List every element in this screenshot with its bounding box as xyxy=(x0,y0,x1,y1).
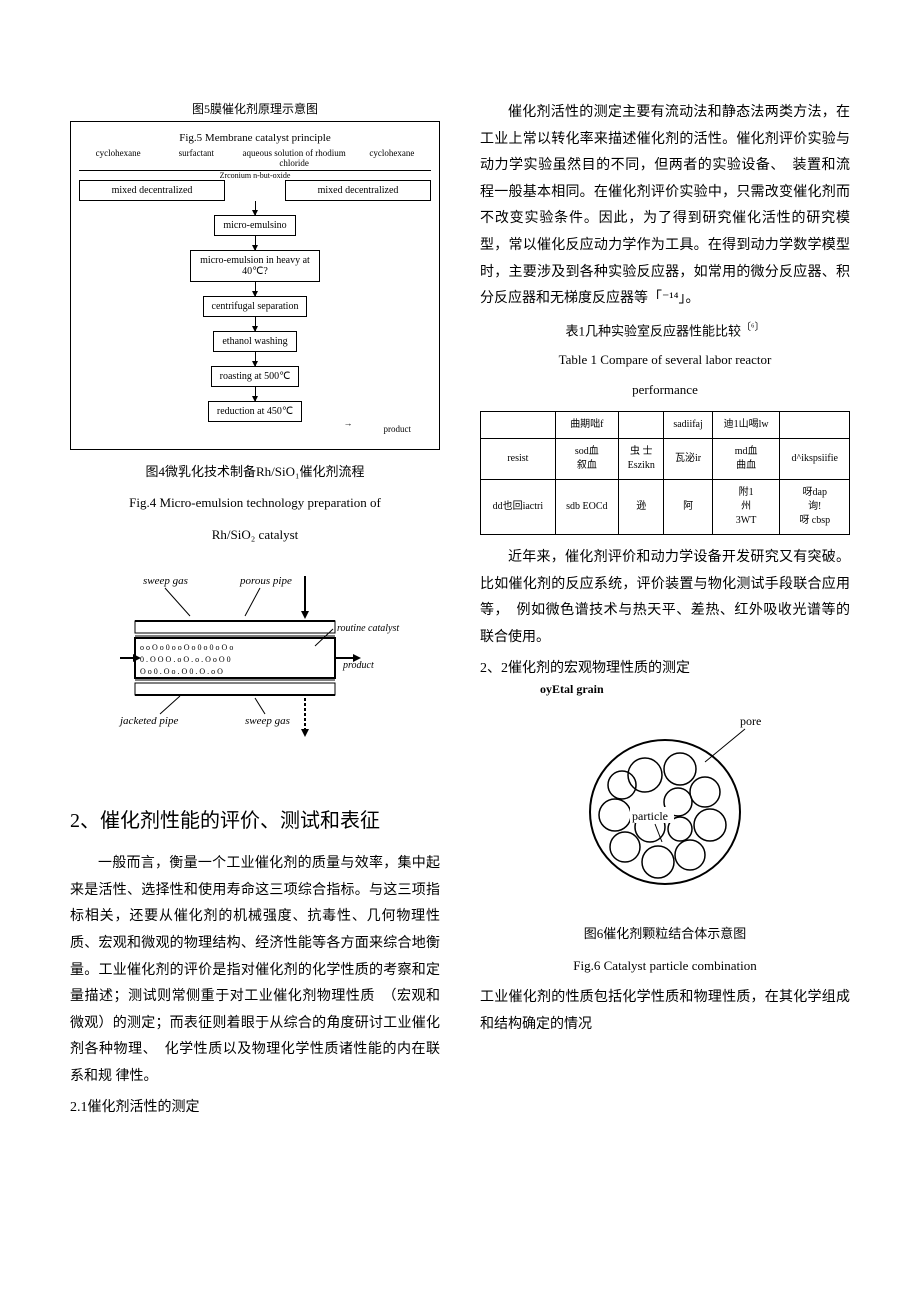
svg-label: particle xyxy=(632,809,668,823)
flow-node: reduction at 450℃ xyxy=(208,401,302,422)
flow-label: surfactant xyxy=(157,148,235,171)
flow-product-label: product xyxy=(384,424,412,434)
grain-diagram: pore particle xyxy=(480,707,850,912)
table1-ref: 〔⁶〕 xyxy=(741,322,765,333)
table-cell: 瓦泌ir xyxy=(664,439,712,480)
body-paragraph: 近年来，催化剂评价和动力学设备开发研究又有突破。比如催化剂的反应系统，评价装置与… xyxy=(480,545,850,651)
arrow-down-icon xyxy=(255,282,256,296)
flow-node: mixed decentralized xyxy=(285,180,431,201)
arrow-down-icon xyxy=(255,352,256,366)
table-cell: 附1 州 3WT xyxy=(712,480,780,535)
table-cell: 逊 xyxy=(619,480,664,535)
arrow-down-icon xyxy=(255,201,256,215)
table1-caption-en2: performance xyxy=(480,378,850,401)
svg-label: sweep gas xyxy=(143,575,188,587)
svg-label: pore xyxy=(740,714,761,728)
fig4-caption-en: Fig.4 Micro-emulsion technology preparat… xyxy=(70,491,440,514)
table-row: resist sod血 叙血 虫 士 Eszikn 瓦泌ir md血 曲血 d^… xyxy=(481,439,850,480)
flow-top-labels: cyclohexane surfactant aqueous solution … xyxy=(79,148,431,171)
table-cell: md血 曲血 xyxy=(712,439,780,480)
flow-center-column: micro-emulsino micro-emulsion in heavy a… xyxy=(79,201,431,434)
left-column: 图5膜催化剂原理示意图 Fig.5 Membrane catalyst prin… xyxy=(70,100,440,1121)
table-header: 迪1山喝lw xyxy=(712,412,780,439)
table1-caption-cn-text: 表1几种实验室反应器性能比较 xyxy=(565,323,741,338)
grain-label: oyEtal grain xyxy=(540,682,850,697)
table-header xyxy=(619,412,664,439)
flow-node: micro-emulsino xyxy=(214,215,295,236)
flow-node: centrifugal separation xyxy=(203,296,308,317)
section-heading: 2、催化剂性能的评价、测试和表征 xyxy=(70,801,440,841)
svg-label: porous pipe xyxy=(239,575,292,587)
catalyst-dots: o o O o 0 o o O o 0 o 0 o O o 0 . O O O … xyxy=(140,643,233,676)
flow-node: roasting at 500℃ xyxy=(211,366,300,387)
flow-node: mixed decentralized xyxy=(79,180,225,201)
fig6-caption-en: Fig.6 Catalyst particle combination xyxy=(480,954,850,977)
table-header-row: 曲期咄f sadiifaj 迪1山喝lw xyxy=(481,412,850,439)
grain-svg-icon: pore particle xyxy=(550,707,780,907)
flow-row: mixed decentralized mixed decentralized xyxy=(79,180,431,201)
table-cell: sod血 叙血 xyxy=(555,439,618,480)
svg-text:o o O o 0 o o O o 0 o 0 o O o: o o O o 0 o o O o 0 o 0 o O o xyxy=(140,643,233,652)
table-row: dd也回iactri sdb EOCd 逊 阿 附1 州 3WT 呀dap 询!… xyxy=(481,480,850,535)
flow-label: cyclohexane xyxy=(79,148,157,171)
svg-label: jacketed pipe xyxy=(118,715,178,727)
arrow-down-icon xyxy=(255,317,256,331)
table1-caption-cn: 表1几种实验室反应器性能比较〔⁶〕 xyxy=(480,319,850,343)
svg-text:0 . O O O . o O . o . O o O 0: 0 . O O O . o O . o . O o O 0 xyxy=(140,655,231,664)
table-cell: sdb EOCd xyxy=(555,480,618,535)
flow-label: cyclohexane xyxy=(353,148,431,171)
page-columns: 图5膜催化剂原理示意图 Fig.5 Membrane catalyst prin… xyxy=(70,100,850,1121)
membrane-svg-icon: sweep gas porous pipe routine catalyst o… xyxy=(105,566,405,746)
table1-caption-en1: Table 1 Compare of several labor reactor xyxy=(480,348,850,371)
body-paragraph: 一般而言，衡量一个工业催化剂的质量与效率，集中起来是活性、选择性和使用寿命这三项… xyxy=(70,851,440,1090)
table-cell: 阿 xyxy=(664,480,712,535)
membrane-diagram: sweep gas porous pipe routine catalyst o… xyxy=(105,566,405,751)
table-cell: 呀dap 询! 呀 cbsp xyxy=(780,480,850,535)
fig5-subtitle: Fig.5 Membrane catalyst principle xyxy=(79,132,431,144)
table-cell: dd也回iactri xyxy=(481,480,556,535)
flow-node: micro-emulsion in heavy at 40℃? xyxy=(190,250,320,282)
table-header xyxy=(481,412,556,439)
fig4-caption-en2: Rh/SiO₂ catalyst xyxy=(70,523,440,546)
table-cell: resist xyxy=(481,439,556,480)
table-cell: 虫 士 Eszikn xyxy=(619,439,664,480)
fig6-caption-cn: 图6催化剂颗粒结合体示意图 xyxy=(480,922,850,945)
flow-sublabel: Zrconium n-but-oxide xyxy=(79,171,431,180)
fig5-title: 图5膜催化剂原理示意图 xyxy=(70,100,440,117)
table-cell: d^ikspsiifie xyxy=(780,439,850,480)
hatch-pattern xyxy=(135,633,335,636)
arrow-down-icon xyxy=(255,236,256,250)
body-paragraph: 催化剂活性的测定主要有流动法和静态法两类方法，在工业上常以转化率来描述催化剂的活… xyxy=(480,100,850,313)
svg-label: routine catalyst xyxy=(337,623,399,634)
fig4-caption-cn: 图4微乳化技术制备Rh/SiO₁催化剂流程 xyxy=(70,460,440,483)
sub-heading: 2、2催化剂的宏观物理性质的测定 xyxy=(480,656,850,683)
flow-node: ethanol washing xyxy=(213,331,296,352)
table-header xyxy=(780,412,850,439)
data-table: 曲期咄f sadiifaj 迪1山喝lw resist sod血 叙血 虫 士 … xyxy=(480,411,850,535)
svg-text:O o 0 . O o . O 0 . O . o O: O o 0 . O o . O 0 . O . o O xyxy=(140,667,223,676)
arrow-down-icon xyxy=(255,387,256,401)
flow-label: aqueous solution of rhodium chloride xyxy=(235,148,352,171)
svg-label: product xyxy=(342,660,374,671)
flowchart-diagram: Fig.5 Membrane catalyst principle cycloh… xyxy=(70,121,440,450)
svg-label: sweep gas xyxy=(245,715,290,727)
sub-heading: 2.1催化剂活性的测定 xyxy=(70,1095,440,1122)
body-paragraph: 工业催化剂的性质包括化学性质和物理性质，在其化学组成和结构确定的情况 xyxy=(480,985,850,1038)
table-header: sadiifaj xyxy=(664,412,712,439)
table-header: 曲期咄f xyxy=(555,412,618,439)
right-column: 催化剂活性的测定主要有流动法和静态法两类方法，在工业上常以转化率来描述催化剂的活… xyxy=(480,100,850,1121)
